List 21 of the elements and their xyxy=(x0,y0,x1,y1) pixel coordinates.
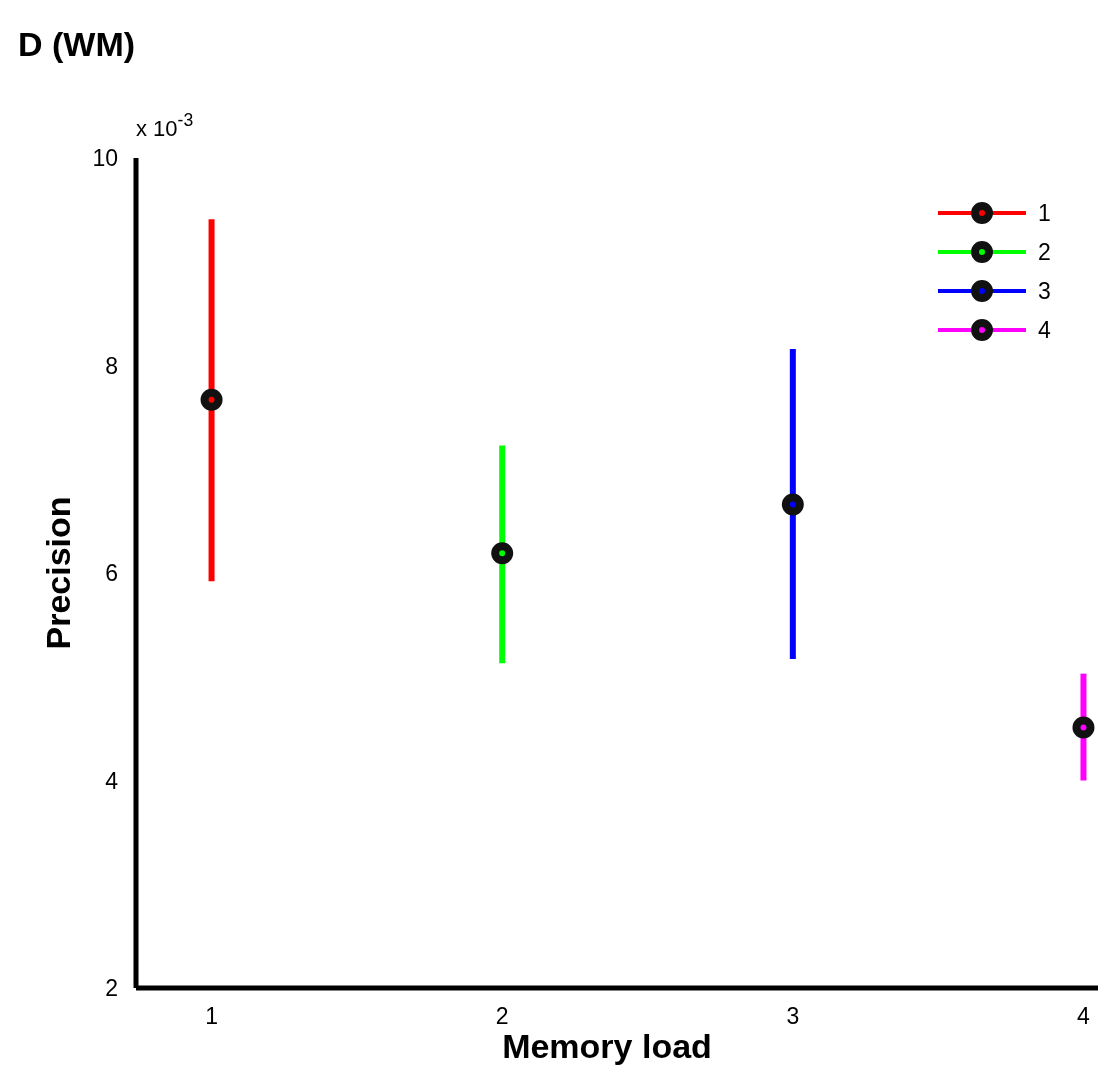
point xyxy=(1072,716,1095,739)
point xyxy=(200,388,223,411)
chart-title: D (WM) xyxy=(18,25,136,63)
legend-label: 1 xyxy=(1038,200,1051,226)
y-tick-label: 4 xyxy=(105,767,119,794)
x-tick-label: 1 xyxy=(205,1003,218,1029)
y-tick-label: 6 xyxy=(105,560,118,586)
point xyxy=(781,493,804,516)
point xyxy=(491,542,514,565)
x-tick-label: 4 xyxy=(1077,1003,1091,1029)
legend-label: 2 xyxy=(1038,239,1051,265)
legend-label: 3 xyxy=(1038,278,1051,304)
y-tick-label: 2 xyxy=(105,975,118,1001)
x-tick-label: 3 xyxy=(786,1003,800,1029)
text: x 10$^{-3}$ xyxy=(136,110,194,141)
y-axis-title: Precision xyxy=(39,496,77,650)
x-axis-title: Memory load xyxy=(502,1027,712,1065)
x-tick-label: 2 xyxy=(495,1003,509,1029)
y-tick-label: 10 xyxy=(92,145,118,171)
legend-label: 4 xyxy=(1038,317,1051,343)
y-tick-label: 8 xyxy=(105,352,118,379)
